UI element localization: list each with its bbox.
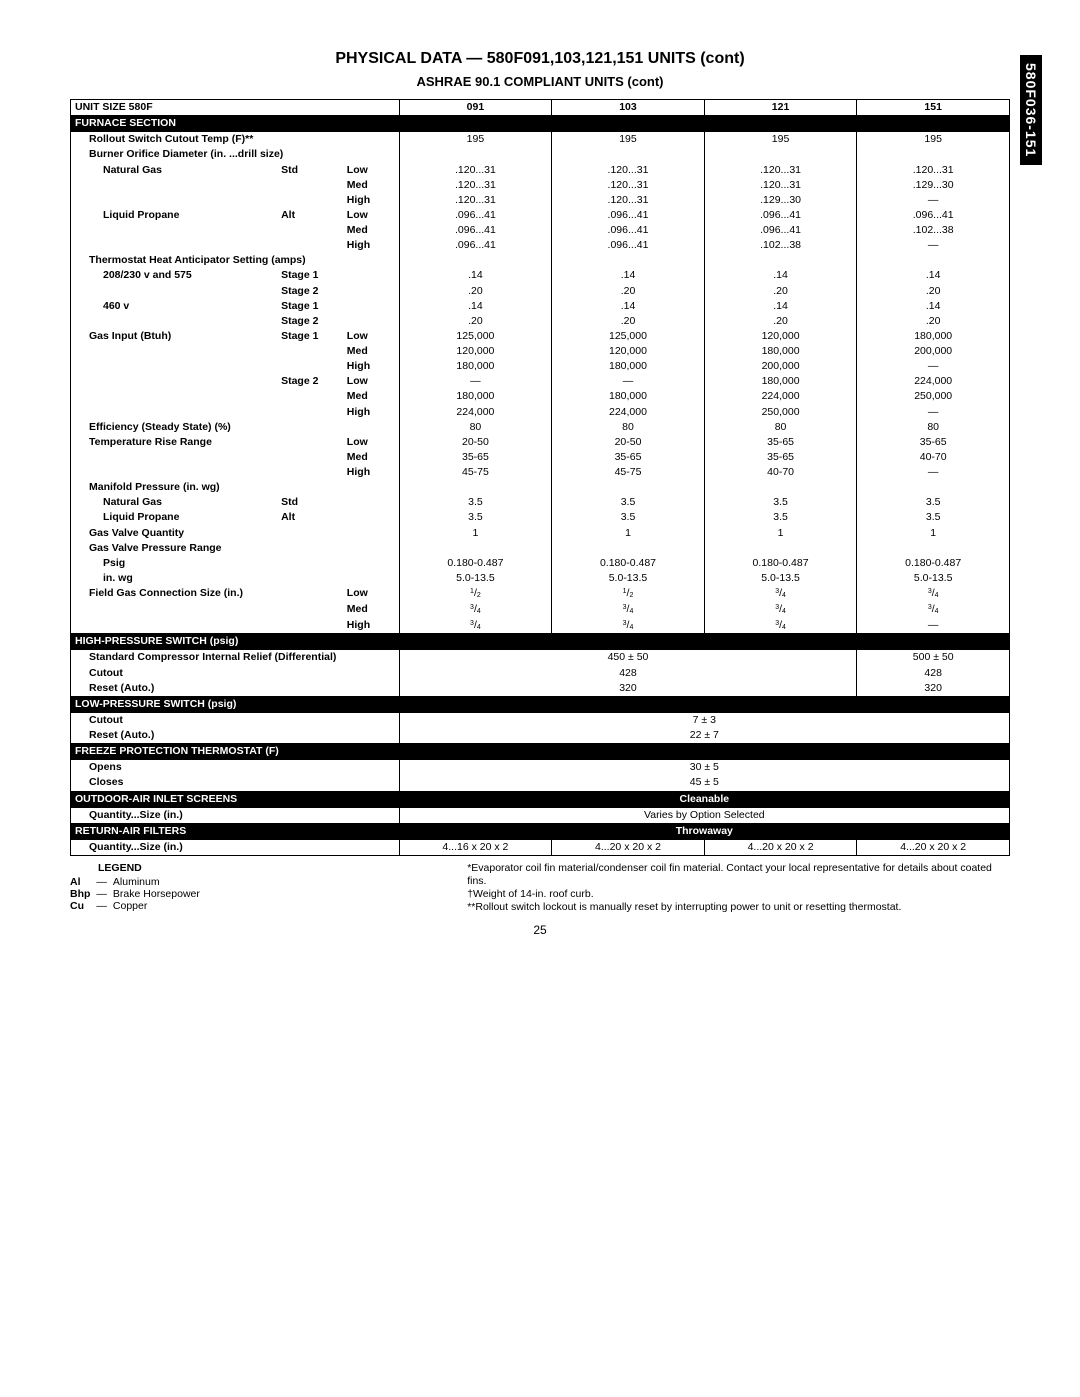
row-fgc: Field Gas Connection Size (in.) [71, 586, 343, 602]
row-lp: Liquid Propane [71, 208, 278, 223]
row-temp-rise: Temperature Rise Range [71, 435, 343, 450]
row-manifold: Manifold Pressure (in. wg) [71, 480, 400, 495]
page-number: 25 [0, 923, 1080, 937]
section-outdoor: OUTDOOR-AIR INLET SCREENS [71, 791, 400, 807]
row-rollout: Rollout Switch Cutout Temp (F)** [71, 132, 400, 148]
row-gvq: Gas Valve Quantity [71, 526, 400, 541]
section-hps: HIGH-PRESSURE SWITCH (psig) [71, 634, 1010, 650]
col-103: 103 [552, 100, 705, 116]
footnote-1: *Evaporator coil fin material/condenser … [467, 862, 1010, 888]
col-121: 121 [704, 100, 857, 116]
row-eff: Efficiency (Steady State) (%) [71, 420, 400, 435]
row-tha: Thermostat Heat Anticipator Setting (amp… [71, 253, 400, 268]
row-natgas: Natural Gas [71, 163, 278, 178]
legend-header: LEGEND [98, 862, 427, 874]
legend: LEGEND Al—Aluminum Bhp—Brake Horsepower … [70, 862, 1010, 915]
row-burner: Burner Orifice Diameter (in. ...drill si… [71, 147, 400, 162]
section-furnace: FURNACE SECTION [71, 116, 1010, 132]
row-std-comp: Standard Compressor Internal Relief (Dif… [71, 650, 400, 666]
physical-data-table: UNIT SIZE 580F 091 103 121 151 FURNACE S… [70, 99, 1010, 856]
section-lps: LOW-PRESSURE SWITCH (psig) [71, 696, 1010, 712]
section-return: RETURN-AIR FILTERS [71, 823, 400, 839]
page-title: PHYSICAL DATA — 580F091,103,121,151 UNIT… [70, 50, 1010, 68]
footnote-2: †Weight of 14-in. roof curb. [467, 888, 1010, 901]
section-freeze: FREEZE PROTECTION THERMOSTAT (F) [71, 744, 1010, 760]
row-gas-input: Gas Input (Btuh) [71, 329, 278, 344]
footnote-3: **Rollout switch lockout is manually res… [467, 901, 1010, 914]
row-gvpr: Gas Valve Pressure Range [71, 541, 400, 556]
side-tab: 580F036-151 [1020, 55, 1042, 165]
page-subtitle: ASHRAE 90.1 COMPLIANT UNITS (cont) [70, 74, 1010, 89]
unit-size-header: UNIT SIZE 580F [71, 100, 400, 116]
col-091: 091 [399, 100, 552, 116]
col-151: 151 [857, 100, 1010, 116]
